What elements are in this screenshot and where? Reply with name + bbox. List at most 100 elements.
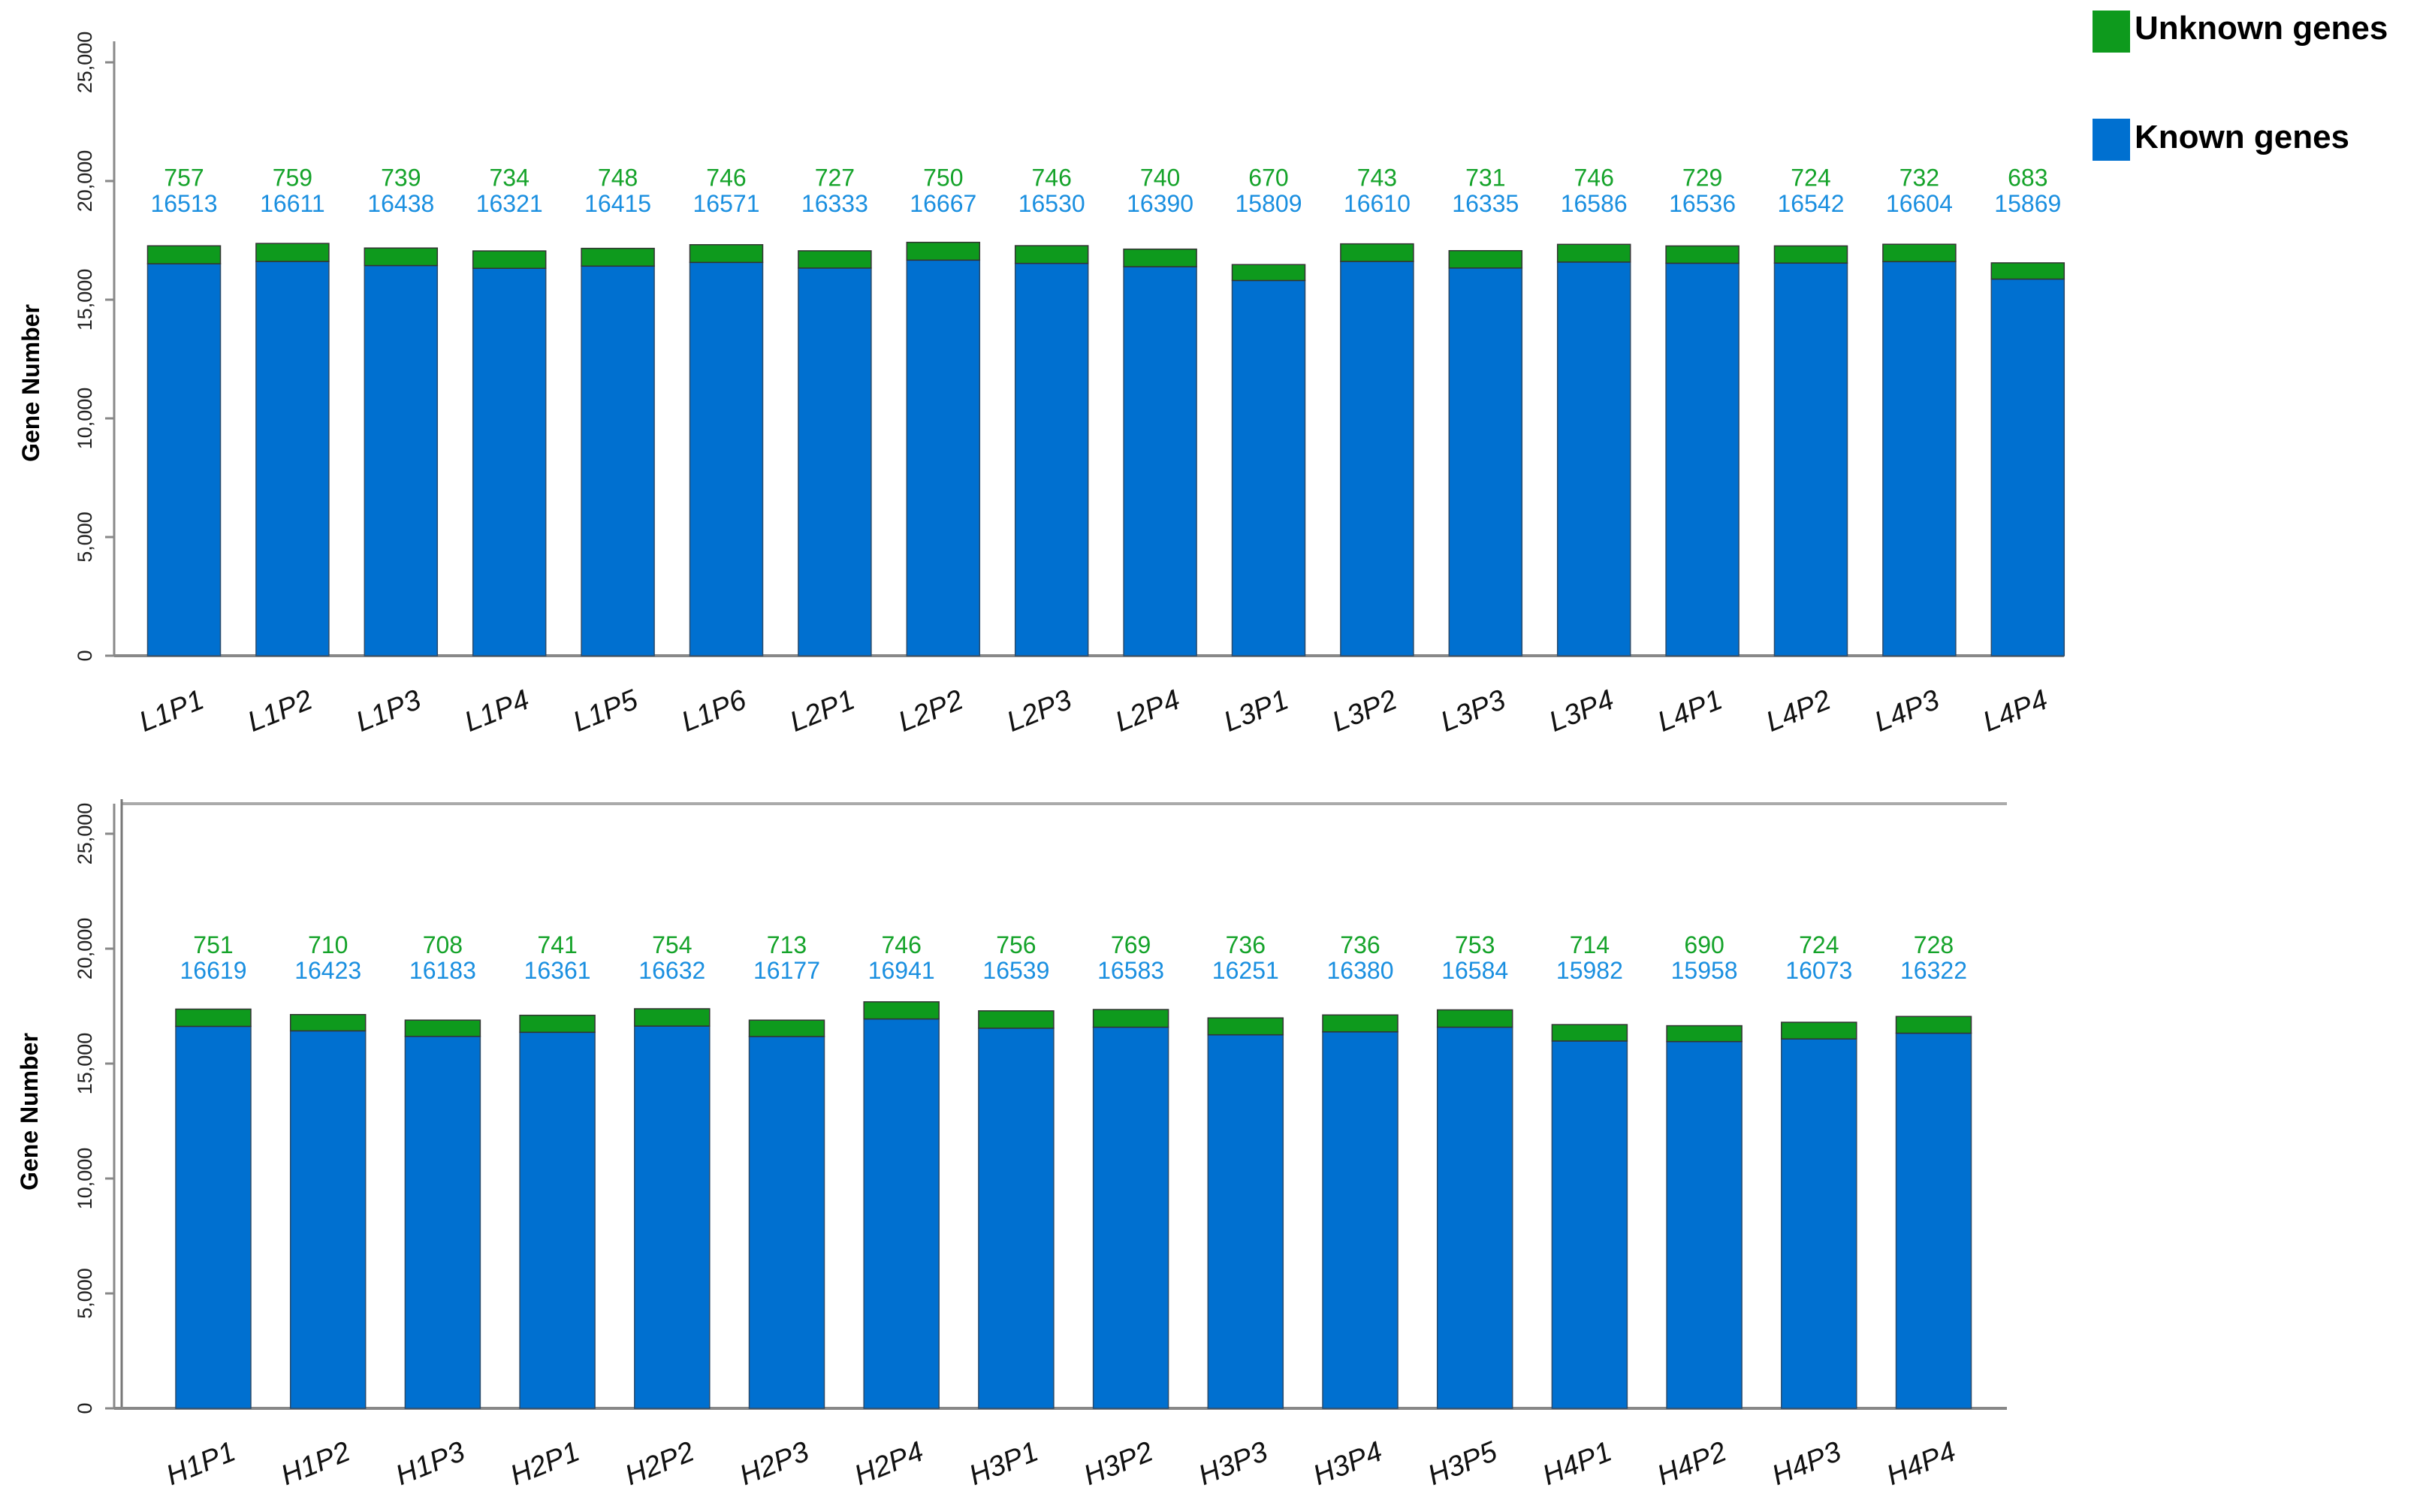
x-tick-label: H2P1 <box>506 1436 584 1492</box>
legend-swatch-unknown-genes <box>2093 11 2130 53</box>
data-label-unknown-genes: 736 <box>1226 931 1266 958</box>
bar-known-genes <box>1340 261 1414 656</box>
data-label-known-genes: 16611 <box>260 190 325 217</box>
x-tick-label: L3P2 <box>1328 684 1402 738</box>
y-tick-label: 10,000 <box>74 1148 96 1210</box>
x-tick-label: H4P1 <box>1538 1436 1616 1492</box>
data-label-unknown-genes: 713 <box>767 931 807 958</box>
x-tick-label: L3P3 <box>1436 684 1510 738</box>
data-label-known-genes: 16583 <box>1097 957 1164 984</box>
data-label-unknown-genes: 690 <box>1684 931 1724 958</box>
bar-unknown-genes <box>1551 1024 1628 1042</box>
bar-unknown-genes <box>1882 243 1957 263</box>
data-label-known-genes: 16321 <box>476 190 543 217</box>
data-label-known-genes: 16941 <box>868 957 935 984</box>
x-tick-label: L4P1 <box>1653 684 1727 738</box>
bar-unknown-genes <box>1207 1017 1284 1036</box>
x-tick-label: L3P1 <box>1219 684 1293 738</box>
bar-unknown-genes <box>1666 1025 1743 1043</box>
bar-known-genes <box>1436 1026 1513 1409</box>
data-label-unknown-genes: 753 <box>1455 931 1495 958</box>
bar-unknown-genes <box>519 1014 596 1034</box>
bar-unknown-genes <box>1322 1014 1399 1033</box>
bar-unknown-genes <box>1895 1016 1972 1034</box>
x-tick-label: H3P1 <box>964 1436 1043 1492</box>
x-tick-label: H1P1 <box>162 1436 240 1492</box>
data-label-unknown-genes: 670 <box>1248 164 1288 191</box>
legend-swatch-known-genes <box>2093 119 2130 161</box>
bar-known-genes <box>1448 267 1523 656</box>
data-label-unknown-genes: 746 <box>1032 164 1072 191</box>
data-label-known-genes: 16073 <box>1785 957 1852 984</box>
data-label-unknown-genes: 710 <box>308 931 348 958</box>
legend-label-known-genes: Known genes <box>2135 119 2349 155</box>
data-label-unknown-genes: 736 <box>1340 931 1380 958</box>
top-panel-chart: 0 5,000 10,000 15,000 20,000 25,000 Gene Numbe… <box>17 32 2065 738</box>
x-tick-label: L4P4 <box>1978 684 2052 738</box>
data-label-known-genes: 16183 <box>409 957 476 984</box>
bar-known-genes <box>1207 1034 1284 1409</box>
data-label-unknown-genes: 708 <box>423 931 463 958</box>
x-tick-label: H2P4 <box>850 1436 928 1492</box>
bar-known-genes <box>1781 1038 1857 1409</box>
data-label-known-genes: 16415 <box>584 190 651 217</box>
y-tick-label: 5,000 <box>74 512 96 563</box>
bar-unknown-genes <box>1448 249 1523 269</box>
x-tick-label: L1P2 <box>243 684 317 738</box>
data-label-known-genes: 16586 <box>1561 190 1628 217</box>
data-label-known-genes: 16604 <box>1886 190 1953 217</box>
data-label-unknown-genes: 683 <box>2008 164 2047 191</box>
data-label-known-genes: 16539 <box>982 957 1049 984</box>
y-tick-label: 25,000 <box>74 803 96 865</box>
data-label-unknown-genes: 756 <box>996 931 1036 958</box>
data-label-known-genes: 16335 <box>1452 190 1519 217</box>
x-tick-label: H2P3 <box>735 1436 813 1492</box>
x-tick-label: L1P4 <box>460 684 534 738</box>
data-label-known-genes: 15869 <box>1994 190 2061 217</box>
bar-known-genes <box>1092 1026 1169 1409</box>
data-label-unknown-genes: 734 <box>490 164 530 191</box>
data-label-unknown-genes: 759 <box>273 164 312 191</box>
bar-known-genes <box>634 1025 711 1409</box>
data-label-unknown-genes: 746 <box>882 931 922 958</box>
data-label-unknown-genes: 769 <box>1111 931 1151 958</box>
bar-known-genes <box>1556 261 1631 656</box>
data-label-known-genes: 16542 <box>1778 190 1845 217</box>
bar-known-genes <box>581 265 655 656</box>
bar-unknown-genes <box>1014 245 1089 264</box>
bar-unknown-genes <box>1436 1009 1513 1028</box>
bar-known-genes <box>798 267 872 656</box>
bottom-panel-chart: 0 5,000 10,000 15,000 20,000 25,000 Gene Numbe… <box>16 799 2007 1492</box>
x-tick-label: L1P5 <box>569 684 643 738</box>
data-label-known-genes: 15982 <box>1556 957 1623 984</box>
bar-unknown-genes <box>978 1010 1055 1029</box>
bar-unknown-genes <box>255 243 330 262</box>
bar-known-genes <box>748 1036 825 1409</box>
y-tick-label: 20,000 <box>74 918 96 980</box>
data-label-unknown-genes: 724 <box>1799 931 1839 958</box>
y-tick-label: 20,000 <box>74 150 96 213</box>
bar-known-genes <box>689 261 764 656</box>
data-label-known-genes: 16584 <box>1441 957 1508 984</box>
bar-unknown-genes <box>1092 1009 1169 1028</box>
data-label-known-genes: 16322 <box>1900 957 1967 984</box>
x-tick-label: H4P3 <box>1767 1436 1845 1492</box>
data-label-known-genes: 16536 <box>1669 190 1736 217</box>
bar-known-genes <box>1773 262 1848 656</box>
data-label-unknown-genes: 748 <box>598 164 638 191</box>
data-label-known-genes: 16667 <box>910 190 976 217</box>
data-label-known-genes: 16530 <box>1018 190 1085 217</box>
bar-unknown-genes <box>634 1008 711 1027</box>
data-label-known-genes: 16390 <box>1127 190 1193 217</box>
bar-known-genes <box>1882 261 1957 656</box>
x-tick-label: L2P1 <box>786 684 859 738</box>
x-tick-label: L2P4 <box>1111 684 1184 738</box>
data-label-known-genes: 16438 <box>367 190 434 217</box>
x-tick-label: L4P2 <box>1761 684 1835 738</box>
bar-known-genes <box>1895 1032 1972 1409</box>
bar-known-genes <box>472 267 547 656</box>
bar-known-genes <box>175 1025 252 1409</box>
y-axis-title: Gene Number <box>17 304 44 462</box>
bar-known-genes <box>364 264 439 656</box>
bar-unknown-genes <box>1773 245 1848 264</box>
